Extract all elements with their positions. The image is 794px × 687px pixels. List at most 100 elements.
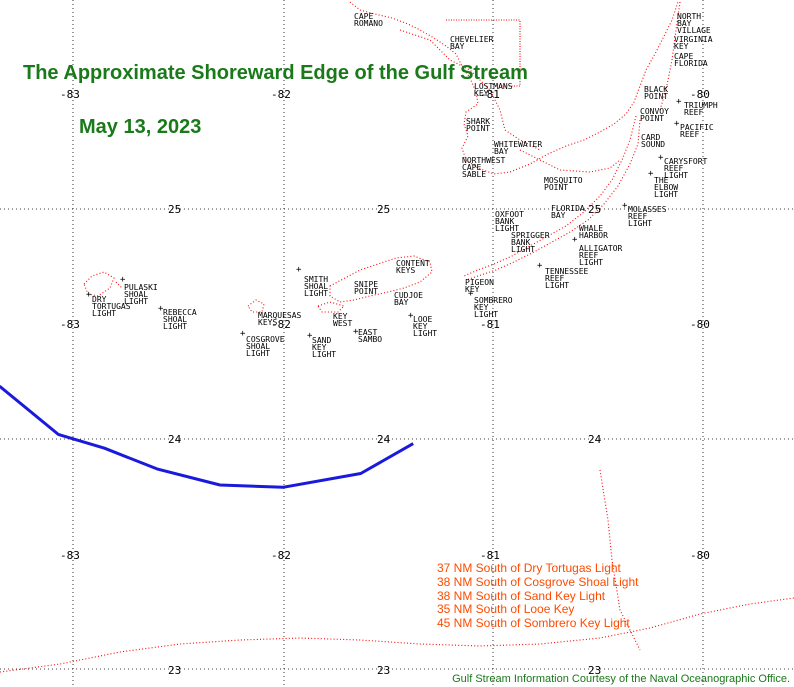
place-label-sombrero-key-light: SOMBRERO KEY LIGHT (474, 296, 513, 319)
place-label-chevelier-bay: CHEVELIER BAY (450, 35, 494, 51)
place-markers: + + + + + + + + + + + + + + + + (86, 97, 682, 341)
place-label-whitewater-bay: WHITEWATER BAY (494, 140, 543, 156)
lat-label: 23 (168, 664, 182, 677)
marker-rebecca: + (158, 304, 164, 314)
marker-triumph: + (676, 97, 682, 107)
marquesas (247, 299, 265, 313)
lat-label: 25 (588, 203, 602, 216)
marker-looe: + (408, 311, 414, 321)
place-label-cosgrove-shoal-light: COSGROVE SHOAL LIGHT (246, 335, 285, 358)
lon-label: -80 (690, 318, 710, 331)
place-label-lostmans-key: LOSTMANS KEY (474, 82, 513, 98)
place-label-sand-key-light: SAND KEY LIGHT (312, 336, 337, 359)
distance-line: 45 NM South of Sombrero Key Light (437, 616, 630, 630)
map-title: The Approximate Shoreward Edge of the Gu… (23, 62, 528, 84)
marker-smith: + (296, 265, 302, 275)
place-label-card-sound: CARD SOUND (641, 133, 666, 149)
lower-keys (329, 255, 433, 303)
lon-label: -83 (60, 88, 80, 101)
lon-label: -81 (480, 549, 500, 562)
lat-label: 25 (168, 203, 182, 216)
place-label-whale-harbor: WHALE HARBOR (579, 224, 608, 240)
place-label-cudjoe-bay: CUDJOE BAY (394, 291, 423, 307)
place-label-east-sambo: EAST SAMBO (358, 328, 383, 344)
place-label-snipe-point: SNIPE POINT (354, 280, 379, 296)
place-label-virginia-key: VIRGINIA KEY (674, 35, 713, 51)
place-label-north-bay-village: NORTH BAY VILLAGE (677, 12, 711, 35)
pulaski (115, 281, 123, 289)
distance-line: 38 NM South of Cosgrove Shoal Light (437, 575, 639, 589)
dry-tortugas (83, 271, 115, 297)
place-label-dry-tortugas-light: DRY TORTUGAS LIGHT (92, 295, 131, 318)
place-label-molasses-reef-light: MOLASSES REEF LIGHT (628, 205, 667, 228)
place-label-content-keys: CONTENT KEYS (396, 259, 430, 275)
distance-line: 37 NM South of Dry Tortugas Light (437, 561, 621, 575)
marker-east-sambo: + (353, 327, 359, 337)
lon-label: -80 (690, 88, 710, 101)
place-label-alligator-reef-light: ALLIGATOR REEF LIGHT (579, 244, 623, 267)
upper-keys-2 (465, 119, 641, 281)
place-label-sprigger-bank-light: SPRIGGER BANK LIGHT (511, 231, 550, 254)
lon-label: -83 (60, 318, 80, 331)
gulf-stream-edge-line (0, 384, 414, 489)
florida-bay-islands (519, 149, 621, 173)
lon-label: -82 (271, 318, 291, 331)
marker-sombrero: + (468, 289, 474, 299)
place-label-key-west: KEY WEST (333, 312, 353, 328)
place-label-shark-point: SHARK POINT (466, 117, 491, 133)
place-label-florida-bay: FLORIDA BAY (551, 204, 585, 220)
place-label-northwest-cape-sable: NORTHWEST CAPE SABLE (462, 156, 506, 179)
lat-label: 24 (168, 433, 182, 446)
coastline (0, 1, 794, 673)
place-label-smith-shoal-light: SMITH SHOAL LIGHT (304, 275, 329, 298)
marker-pulaski: + (120, 275, 126, 285)
place-label-pacific-reef: PACIFIC REEF (680, 123, 714, 139)
lat-label: 24 (588, 433, 602, 446)
distance-line: 38 NM South of Sand Key Light (437, 589, 606, 603)
place-label-cape-romano: CAPE ROMANO (354, 12, 383, 28)
place-label-pulaski-shoal-light: PULASKI SHOAL LIGHT (124, 283, 158, 306)
mainland-coast (349, 1, 679, 175)
place-label-pigeon-key: PIGEON KEY (465, 278, 494, 294)
place-label-rebecca-shoal-light: REBECCA SHOAL LIGHT (163, 308, 197, 331)
place-label-triumph-reef: TRIUMPH REEF (684, 101, 718, 117)
lat-label: 23 (588, 664, 602, 677)
lon-label: -83 (60, 549, 80, 562)
lat-label: 24 (377, 433, 391, 446)
lon-label: -81 (480, 88, 500, 101)
marker-cosgrove: + (240, 329, 246, 339)
marker-alligator: + (572, 235, 578, 245)
marker-tennessee: + (537, 261, 543, 271)
place-label-looe-key-light: LOOE KEY LIGHT (413, 315, 438, 338)
cuba-coast (0, 597, 794, 673)
place-label-convoy-point: CONVOY POINT (640, 107, 669, 123)
place-label-elbow-light: THE ELBOW LIGHT (654, 176, 679, 199)
place-label-tennessee-reef-light: TENNESSEE REEF LIGHT (545, 267, 589, 290)
place-label-black-point: BLACK POINT (644, 85, 669, 101)
marker-elbow: + (648, 169, 654, 179)
credit-line: Gulf Stream Information Courtesy of the … (452, 673, 790, 685)
place-label-oxfoot-bank-light: OXFOOT BANK LIGHT (495, 210, 524, 233)
place-label-mosquito-point: MOSQUITO POINT (544, 176, 583, 192)
marker-pacific: + (674, 119, 680, 129)
lon-label: -81 (480, 318, 500, 331)
lat-label: 23 (377, 664, 391, 677)
place-label-marquesas-keys: MARQUESAS KEYS (258, 311, 302, 327)
marker-sand-key: + (307, 331, 313, 341)
map-date: May 13, 2023 (79, 116, 202, 138)
marker-molasses: + (622, 201, 628, 211)
lat-label: 25 (377, 203, 391, 216)
marker-dry-tortugas: + (86, 290, 92, 300)
lon-label: -80 (690, 549, 710, 562)
place-label-cape-florida: CAPE FLORIDA (674, 52, 708, 68)
marker-carysfort: + (658, 153, 664, 163)
distance-line: 35 NM South of Looe Key (437, 602, 575, 616)
key-west (317, 301, 346, 313)
miami-coast (659, 1, 681, 111)
lon-label: -82 (271, 88, 291, 101)
place-label-carysfort-reef-light: CARYSFORT REEF LIGHT (664, 157, 708, 180)
lon-label: -82 (271, 549, 291, 562)
